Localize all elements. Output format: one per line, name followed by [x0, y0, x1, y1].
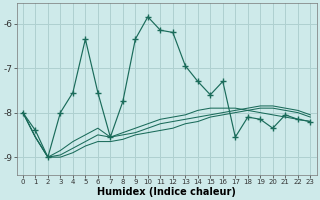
X-axis label: Humidex (Indice chaleur): Humidex (Indice chaleur)	[97, 187, 236, 197]
